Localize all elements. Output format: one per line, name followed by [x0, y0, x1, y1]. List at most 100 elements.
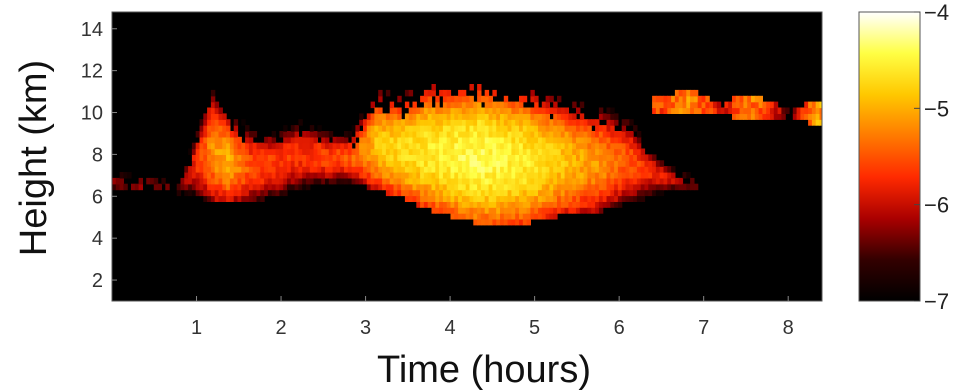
heatmap-cell	[541, 213, 547, 220]
heatmap-cell	[633, 195, 638, 202]
heatmap-cell	[195, 189, 201, 197]
heatmap-cell	[188, 166, 193, 173]
heatmap-cell	[519, 177, 524, 185]
heatmap-cell	[640, 172, 646, 179]
heatmap-cell	[382, 142, 387, 150]
heatmap-cell	[496, 142, 501, 150]
heatmap-cell	[667, 177, 672, 185]
heatmap-cell	[636, 148, 642, 155]
heatmap-cell	[515, 125, 520, 132]
heatmap-cell	[131, 183, 136, 191]
heatmap-cell	[519, 172, 524, 179]
heatmap-cell	[484, 119, 490, 126]
heatmap-cell	[503, 177, 509, 185]
heatmap-cell	[461, 125, 467, 132]
heatmap-cell	[606, 195, 611, 202]
heatmap-cell	[340, 148, 345, 155]
heatmap-cell	[465, 195, 471, 202]
heatmap-cell	[549, 131, 554, 138]
heatmap-cell	[553, 142, 558, 150]
heatmap-cell	[553, 154, 558, 161]
heatmap-cell	[222, 177, 227, 185]
heatmap-cell	[534, 172, 539, 179]
heatmap-cell	[545, 189, 550, 197]
heatmap-cell	[442, 95, 448, 103]
heatmap-cell	[344, 131, 349, 138]
heatmap-cell	[541, 125, 547, 132]
heatmap-cell	[697, 101, 703, 109]
heatmap-cell	[302, 172, 307, 179]
heatmap-cell	[454, 183, 459, 191]
heatmap-cell	[442, 107, 448, 114]
heatmap-cell	[625, 166, 630, 173]
heatmap-cell	[713, 107, 718, 114]
heatmap-cell	[595, 131, 600, 138]
heatmap-cell	[595, 207, 600, 214]
heatmap-cell	[222, 189, 227, 197]
heatmap-cell	[184, 183, 189, 191]
heatmap-cell	[210, 113, 216, 120]
heatmap-cell	[416, 148, 421, 155]
heatmap-cell	[492, 207, 497, 214]
heatmap-cell	[218, 189, 223, 197]
heatmap-cell	[245, 142, 250, 150]
heatmap-cell	[458, 172, 463, 179]
heatmap-cell	[610, 136, 615, 144]
heatmap-cell	[401, 148, 406, 155]
heatmap-cell	[469, 166, 474, 173]
heatmap-cell	[519, 95, 524, 103]
heatmap-cell	[351, 148, 356, 155]
heatmap-cell	[374, 160, 379, 167]
heatmap-cell	[427, 101, 433, 109]
heatmap-cell	[435, 113, 440, 120]
heatmap-cell	[317, 166, 322, 173]
x-axis-label: Time (hours)	[377, 349, 591, 391]
heatmap-cell	[214, 142, 220, 150]
heatmap-cell	[366, 166, 372, 173]
heatmap-cell	[716, 107, 722, 114]
heatmap-cell	[538, 172, 543, 179]
heatmap-cell	[614, 201, 619, 208]
heatmap-cell	[203, 125, 208, 132]
heatmap-cell	[306, 160, 311, 167]
heatmap-cell	[317, 148, 322, 155]
heatmap-cell	[545, 172, 550, 179]
heatmap-cell	[595, 183, 600, 191]
heatmap-cell	[500, 148, 505, 155]
heatmap-cell	[587, 154, 592, 161]
heatmap-cell	[191, 148, 197, 155]
heatmap-cell	[545, 131, 550, 138]
heatmap-cell	[427, 89, 433, 97]
heatmap-cell	[576, 119, 581, 126]
heatmap-cell	[344, 136, 349, 144]
heatmap-cell	[488, 131, 493, 138]
heatmap-cell	[378, 119, 383, 126]
heatmap-cell	[199, 172, 204, 179]
heatmap-cell	[572, 125, 577, 132]
heatmap-cell	[378, 95, 383, 103]
heatmap-cell	[625, 119, 630, 126]
heatmap-cell	[522, 207, 528, 214]
heatmap-cell	[218, 113, 223, 120]
heatmap-cell	[382, 148, 387, 155]
heatmap-cell	[583, 207, 588, 214]
heatmap-cell	[477, 125, 482, 132]
heatmap-cell	[598, 131, 604, 138]
heatmap-cell	[583, 189, 588, 197]
heatmap-cell	[477, 95, 482, 103]
heatmap-cell	[515, 207, 520, 214]
heatmap-cell	[507, 189, 512, 197]
heatmap-cell	[427, 189, 433, 197]
heatmap-cell	[427, 142, 433, 150]
heatmap-cell	[199, 136, 204, 144]
heatmap-cell	[777, 107, 782, 114]
heatmap-cell	[332, 136, 337, 144]
heatmap-cell	[633, 154, 638, 161]
heatmap-cell	[226, 136, 231, 144]
heatmap-cell	[294, 177, 299, 185]
heatmap-cell	[207, 148, 212, 155]
heatmap-cell	[461, 113, 467, 120]
heatmap-cell	[598, 172, 604, 179]
heatmap-cell	[416, 189, 421, 197]
heatmap-cell	[636, 142, 642, 150]
